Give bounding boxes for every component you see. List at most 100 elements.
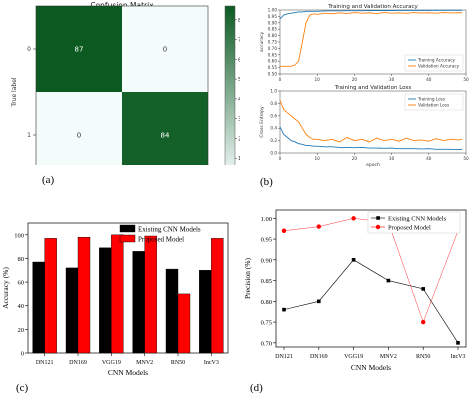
- plot-frame: [27, 222, 229, 354]
- bar-proposed: [77, 236, 91, 354]
- legend-box: [404, 93, 464, 111]
- y-tick-label: 0.80: [268, 33, 278, 38]
- matrix-cell: [122, 6, 208, 92]
- x-tick-label: IncV3: [451, 354, 466, 360]
- x-tick-label: RN50: [416, 354, 430, 360]
- y-tick-label: 1.00: [261, 216, 272, 223]
- x-tick-label: 20: [352, 77, 358, 82]
- y-tick-label: 0.60: [268, 59, 278, 64]
- data-point: [282, 307, 286, 312]
- y-tick-label: 0.85: [268, 27, 278, 32]
- x-tick-label: 50: [463, 77, 469, 82]
- bar-existing: [65, 267, 79, 354]
- legend-label: Existing CNN Models: [388, 215, 447, 222]
- training-curves-chart: Training and Validation Accuracy 0 10 20 30 4…: [259, 4, 469, 168]
- x-tick-label: 40: [426, 156, 432, 161]
- matrix-cell: [122, 92, 208, 165]
- y-axis-label: Cross Entropy: [259, 106, 265, 138]
- legend-swatch: [119, 224, 136, 233]
- chart-title: Training and Validation Accuracy: [327, 4, 418, 10]
- colorbar-tick-label: 50: [238, 77, 240, 83]
- y-tick-label: 100: [14, 232, 24, 239]
- chart-title: Training and Validation Loss: [334, 85, 412, 91]
- y-tick-label: 80: [18, 256, 25, 263]
- y-axis-label: accuracy: [259, 32, 265, 53]
- legend-label: Existing CNN Models: [138, 226, 201, 234]
- y-tick-label: 0.70: [268, 46, 278, 51]
- y-tick-label: 0.75: [261, 320, 272, 327]
- bar-existing: [32, 261, 45, 354]
- x-tick-label: DN121: [36, 360, 54, 366]
- y-tick-label: 0.6: [270, 113, 277, 118]
- y-tick-label: 0.70: [261, 340, 272, 347]
- bar-existing: [199, 270, 212, 354]
- legend-box: [404, 54, 464, 72]
- colorbar-tick-label: 30: [238, 117, 240, 123]
- data-point: [316, 224, 321, 229]
- y-tick-label: 1.0: [270, 89, 277, 94]
- y-tick-label: 0.55: [268, 65, 278, 70]
- x-axis-label: CNN Models: [351, 363, 391, 372]
- legend-label: Validation Loss: [418, 103, 449, 108]
- bar-proposed: [177, 293, 191, 354]
- legend-box: [367, 211, 461, 234]
- data-point: [421, 319, 426, 325]
- confusion-matrix-chart: Confusion Matrix8700840101Predicted labe…: [11, 1, 240, 165]
- x-tick-label: 20: [352, 156, 358, 161]
- y-tick-label: 0.0: [270, 151, 277, 156]
- colorbar-tick-label: 10: [238, 156, 240, 162]
- y-tick-label: 0.8: [270, 101, 277, 106]
- matrix-cell: [36, 92, 122, 165]
- x-tick-label: RN50: [171, 360, 185, 366]
- plot-frame: [279, 90, 467, 154]
- bar-proposed: [211, 238, 224, 354]
- legend-marker: [376, 216, 380, 220]
- x-tick-label: 30: [389, 156, 395, 161]
- y-axis-label: Precision (%): [243, 257, 252, 299]
- legend-swatch: [119, 234, 136, 243]
- y-tick-label: 60: [18, 280, 25, 287]
- y-axis-label: True label: [11, 77, 18, 107]
- plot-frame: [275, 209, 467, 348]
- colorbar: [224, 5, 236, 165]
- y-tick-label: 0.65: [268, 52, 278, 57]
- x-tick-label: DN169: [69, 360, 87, 366]
- series-line: [280, 12, 463, 67]
- data-point: [351, 216, 356, 221]
- y-tick-label: 0.90: [268, 20, 278, 25]
- y-tick-label: 0.50: [268, 72, 278, 77]
- chart-title: Confusion Matrix: [90, 1, 154, 10]
- y-tick-label: 0.85: [261, 278, 272, 285]
- y-tick-label: 1: [27, 132, 31, 139]
- bar-existing: [132, 251, 145, 354]
- colorbar-tick-label: 60: [238, 57, 240, 63]
- x-axis-label: CNN Models: [108, 368, 148, 377]
- y-tick-label: 0.90: [261, 257, 272, 264]
- bar-proposed: [144, 235, 157, 354]
- data-point: [421, 287, 425, 291]
- cell-value-label: 0: [77, 132, 81, 140]
- x-tick-label: 0: [279, 77, 282, 82]
- series-line: [279, 9, 463, 20]
- x-tick-label: DN169: [310, 354, 328, 360]
- y-tick-label: 20: [18, 327, 25, 334]
- legend-label: Training Loss: [417, 97, 445, 102]
- colorbar-tick-label: 40: [238, 97, 240, 103]
- x-tick-label: 0: [279, 156, 282, 161]
- y-tick-label: 0.80: [261, 299, 272, 306]
- legend-label: Training Accuracy: [417, 58, 455, 63]
- x-tick-label: 40: [426, 77, 432, 82]
- x-tick-label: IncV3: [204, 360, 219, 366]
- panel-label-c: (c): [16, 382, 29, 394]
- y-tick-label: 0.2: [270, 138, 277, 143]
- y-axis-label: Accuracy (%): [1, 267, 10, 309]
- x-tick-label: DN121: [275, 354, 293, 360]
- x-tick-label: VGG19: [344, 354, 363, 360]
- precision-line-chart: 0.70 0.75 0.80 0.85 0.90 0.95 1.00 DN121 DN169 VG…: [243, 209, 467, 372]
- bar-existing: [99, 247, 112, 354]
- bar-proposed: [44, 238, 57, 354]
- x-tick-label: 10: [315, 77, 321, 82]
- data-point: [351, 258, 356, 262]
- y-tick-label: 0.95: [261, 237, 272, 244]
- colorbar-tick-label: 80: [238, 18, 240, 24]
